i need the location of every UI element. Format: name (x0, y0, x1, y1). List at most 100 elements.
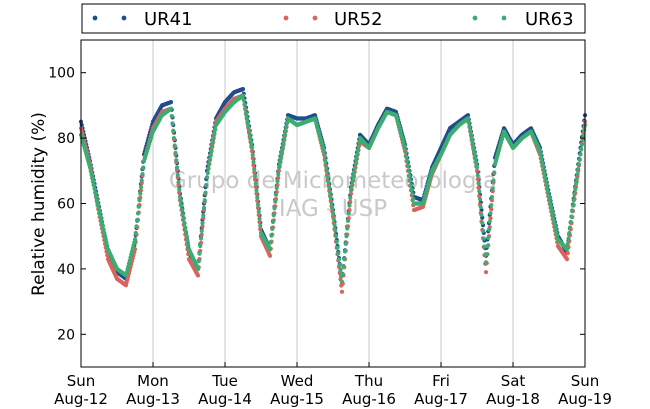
point-ur63 (201, 205, 207, 210)
point-ur63 (540, 160, 545, 165)
point-ur52 (488, 216, 493, 221)
legend-marker-ur52 (312, 15, 318, 21)
point-ur63 (582, 127, 587, 133)
point-ur63 (325, 174, 330, 180)
point-ur63 (103, 237, 108, 242)
point-ur63 (548, 201, 553, 207)
point-ur63 (337, 262, 342, 267)
y-tick-label: 80 (57, 131, 75, 147)
point-ur63 (327, 185, 332, 190)
point-ur63 (466, 120, 471, 125)
point-ur63 (204, 175, 210, 180)
point-ur52 (339, 289, 345, 294)
point-ur63 (554, 230, 559, 235)
point-ur63 (336, 251, 341, 256)
point-ur63 (471, 149, 477, 154)
point-ur63 (207, 157, 213, 162)
point-ur63 (277, 161, 282, 166)
point-ur63 (89, 172, 94, 177)
point-ur63 (579, 142, 585, 147)
point-ur63 (577, 157, 582, 162)
point-ur63 (488, 211, 493, 216)
point-ur63 (326, 180, 331, 185)
point-ur63 (243, 110, 249, 116)
point-ur63 (356, 144, 361, 149)
point-ur63 (96, 207, 102, 213)
point-ur63 (276, 165, 282, 170)
point-ur63 (327, 190, 333, 195)
point-ur63 (178, 199, 183, 204)
point-ur63 (331, 216, 336, 222)
point-ur63 (486, 235, 491, 240)
point-ur63 (200, 221, 205, 226)
point-ur63 (492, 170, 497, 175)
point-ur63 (354, 153, 360, 158)
point-ur63 (539, 156, 544, 161)
point-ur52 (564, 256, 570, 262)
point-ur63 (474, 161, 479, 166)
point-ur52 (255, 198, 260, 203)
point-ur63 (540, 164, 546, 169)
point-ur63 (345, 218, 351, 224)
point-ur63 (249, 145, 255, 151)
point-ur41 (168, 100, 174, 105)
point-ur52 (252, 177, 258, 182)
point-ur63 (579, 147, 584, 152)
x-tick-label: Thu (354, 372, 383, 390)
point-ur63 (573, 187, 578, 192)
point-ur63 (571, 198, 576, 203)
point-ur63 (553, 226, 558, 231)
point-ur63 (329, 200, 334, 206)
point-ur63 (477, 189, 482, 194)
point-ur63 (411, 196, 416, 201)
x-tick-label: Wed (281, 372, 314, 390)
point-ur63 (346, 211, 351, 216)
point-ur63 (576, 167, 581, 172)
point-ur63 (573, 181, 579, 186)
point-ur63 (333, 228, 338, 233)
point-ur52 (249, 149, 255, 154)
point-ur63 (353, 162, 358, 167)
point-ur63 (173, 150, 178, 155)
point-ur63 (270, 226, 275, 231)
point-ur63 (572, 192, 577, 197)
point-ur63 (135, 217, 140, 222)
point-ur41 (240, 86, 246, 92)
point-ur63 (336, 256, 342, 262)
point-ur63 (195, 266, 201, 271)
point-ur52 (267, 253, 273, 258)
point-ur52 (138, 188, 144, 193)
x-tick-label: Aug-12 (54, 390, 108, 408)
point-ur63 (139, 178, 144, 183)
point-ur63 (246, 124, 251, 129)
point-ur63 (568, 219, 573, 225)
x-tick-label: Aug-19 (558, 390, 612, 408)
point-ur52 (256, 212, 261, 218)
point-ur63 (211, 136, 216, 141)
legend-box (81, 3, 586, 34)
point-ur63 (212, 131, 217, 136)
point-ur63 (278, 157, 283, 162)
point-ur63 (206, 166, 211, 171)
point-ur63 (185, 238, 190, 243)
point-ur63 (472, 153, 477, 158)
legend-marker-ur52 (283, 15, 289, 21)
point-ur63 (132, 237, 138, 242)
point-ur63 (141, 165, 146, 170)
point-ur63 (467, 124, 472, 129)
point-ur63 (348, 188, 354, 193)
point-ur63 (339, 279, 345, 285)
point-ur52 (253, 184, 258, 189)
point-ur63 (209, 149, 214, 154)
point-ur63 (276, 172, 281, 177)
vertical-grid (152, 40, 514, 367)
point-ur63 (408, 178, 413, 183)
point-ur52 (251, 163, 256, 168)
point-ur63 (198, 243, 203, 249)
point-ur63 (489, 203, 494, 208)
point-ur63 (170, 121, 175, 126)
point-ur63 (184, 234, 189, 239)
point-ur63 (99, 217, 104, 222)
point-ur63 (408, 182, 414, 188)
point-ur63 (475, 173, 480, 178)
